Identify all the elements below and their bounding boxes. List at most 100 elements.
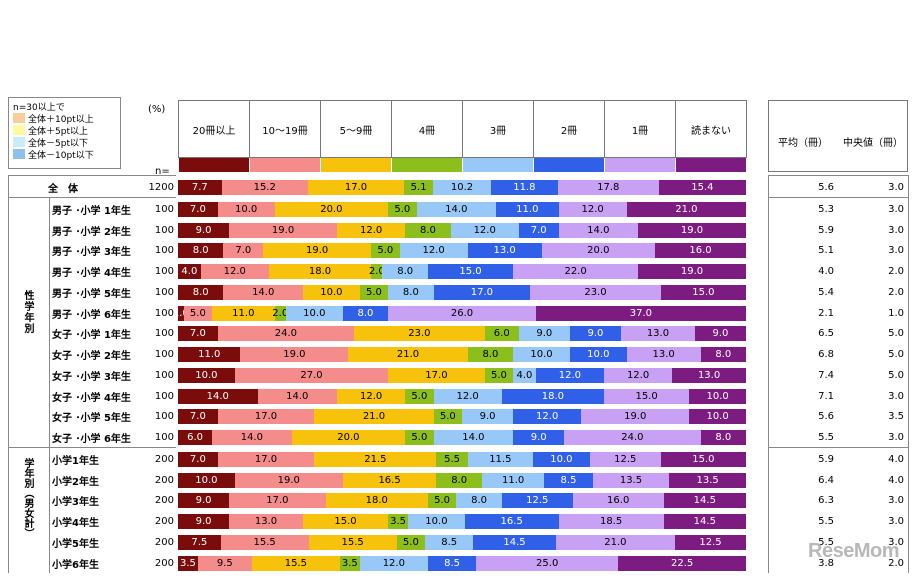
row-mean: 5.6 — [818, 181, 834, 193]
bar-segment: 37.0 — [535, 305, 746, 321]
bar-value-label: 9.0 — [195, 224, 212, 236]
bar-segment: 13.0 — [626, 347, 701, 363]
bar-value-label: 13.0 — [254, 516, 278, 528]
row-n: 100 — [154, 224, 174, 236]
n-label: n= — [155, 166, 170, 177]
bar-value-label: 15.5 — [284, 557, 307, 569]
row-median: 5.0 — [888, 349, 904, 361]
bar-value-label: 9.0 — [479, 411, 496, 423]
bar-value-label: 6.0 — [493, 328, 510, 340]
bar-segment: 17.0 — [307, 179, 405, 195]
bar-value-label: 15.5 — [341, 536, 364, 548]
bar-value-label: 14.5 — [693, 516, 716, 528]
stacked-bar: 6.0 14.0 20.0 5.0 14.0 9.0 24.0 8.0 — [178, 430, 746, 446]
bar-segment: 14.0 — [212, 430, 292, 446]
legend-swatch — [13, 137, 25, 147]
row-mean: 5.5 — [818, 536, 834, 548]
bar-segment: 5.0 — [405, 430, 434, 446]
bar-value-label: 12.0 — [359, 224, 383, 236]
bar-value-label: 14.0 — [445, 203, 468, 215]
row-mean: 5.9 — [818, 224, 834, 236]
bar-segment: 15.2 — [221, 179, 308, 195]
bar-value-label: 10.0 — [706, 411, 729, 423]
bar-segment: 9.0 — [694, 326, 746, 342]
bar-segment: 15.0 — [660, 284, 746, 300]
bar-value-label: 10.0 — [303, 307, 326, 319]
bar-value-label: 5.0 — [394, 203, 411, 215]
bar-segment: 7.0 — [178, 201, 218, 217]
bar-segment: 26.0 — [388, 305, 536, 321]
bar-segment: 10.0 — [689, 409, 746, 425]
row-n: 200 — [154, 495, 174, 507]
bar-segment: 25.0 — [476, 555, 619, 571]
bar-segment: 15.0 — [427, 264, 514, 280]
row-n: 100 — [154, 245, 174, 257]
bar-value-label: 5.1 — [410, 181, 427, 193]
bar-value-label: 11.0 — [516, 203, 539, 215]
row-label: 女子 ･小学 2年生 — [52, 351, 131, 363]
row-median: 3.0 — [888, 536, 904, 548]
bar-value-label: 8.0 — [451, 474, 468, 486]
stat-header: 中央値（冊） — [843, 138, 903, 149]
bar-value-label: 10.0 — [530, 349, 553, 361]
bar-value-label: 10.0 — [195, 474, 218, 486]
category-header: 1冊 — [604, 100, 676, 158]
bar-segment: 17.8 — [557, 179, 659, 195]
table-rule — [768, 197, 908, 198]
row-n: 200 — [154, 474, 174, 486]
bar-segment: 5.5 — [436, 451, 468, 467]
bar-segment: 12.0 — [513, 409, 582, 425]
bar-value-label: 14.5 — [503, 536, 526, 548]
bar-value-label: 14.0 — [587, 224, 610, 236]
bar-segment: 8.0 — [342, 305, 389, 321]
legend: n=30以上で 全体＋10pt以上 全体＋5pt以上 全体－5pt以下 全体－10pt… — [8, 97, 121, 169]
bar-value-label: 23.0 — [584, 286, 607, 298]
row-label: 男子 ･小学 6年生 — [52, 309, 131, 321]
stacked-bar: 9.0 19.0 12.0 8.0 12.0 7.0 14.0 19.0 — [178, 222, 746, 238]
bar-segment: 14.5 — [663, 514, 746, 530]
bar-segment: 12.0 — [535, 367, 604, 383]
bar-value-label: 16.5 — [500, 516, 523, 528]
bar-segment: 3.5 — [339, 555, 360, 571]
legend-item-label: 全体－10pt以下 — [28, 150, 94, 161]
legend-item: 全体－10pt以下 — [13, 148, 94, 161]
table-rule — [8, 175, 176, 176]
bar-segment: 20.0 — [541, 243, 656, 259]
bar-segment: 7.0 — [178, 451, 218, 467]
bar-value-label: 23.0 — [408, 328, 431, 340]
bar-segment: 20.0 — [274, 201, 389, 217]
stacked-bar: 10.0 19.0 16.5 8.0 11.0 8.5 13.5 13.5 — [178, 472, 746, 488]
row-label: 男子 ･小学 2年生 — [52, 226, 131, 238]
bar-value-label: 18.0 — [541, 390, 564, 402]
bar-segment: 8.0 — [178, 243, 224, 259]
bar-segment: 5.0 — [484, 367, 514, 383]
row-median: 3.5 — [888, 411, 904, 423]
bar-value-label: 12.0 — [422, 245, 445, 257]
bar-value-label: 37.0 — [629, 307, 653, 319]
category-header: 20冊以上 — [178, 100, 250, 158]
bar-value-label: 18.0 — [365, 495, 388, 507]
bar-segment: 8.0 — [388, 284, 434, 300]
bar-segment: 17.0 — [388, 367, 485, 383]
bar-segment: 19.0 — [240, 347, 349, 363]
bar-segment: 14.0 — [416, 201, 497, 217]
bar-segment: 14.0 — [558, 222, 639, 238]
row-median: 4.0 — [888, 453, 904, 465]
bar-segment: 5.1 — [404, 179, 434, 195]
bar-segment: 19.0 — [638, 222, 746, 238]
bar-value-label: 21.0 — [675, 203, 698, 215]
bar-value-label: 13.0 — [646, 328, 670, 340]
bar-segment: 19.0 — [263, 243, 372, 259]
stacked-bar: 8.0 7.0 19.0 5.0 12.0 13.0 20.0 16.0 — [178, 243, 746, 259]
bar-segment: 10.0 — [285, 305, 343, 321]
row-n: 200 — [154, 453, 174, 465]
row-median: 3.0 — [888, 203, 904, 215]
row-label: 男子 ･小学 5年生 — [52, 288, 131, 300]
bar-value-label: 19.0 — [283, 349, 306, 361]
bar-segment: 7.0 — [178, 326, 218, 342]
bar-value-label: 24.0 — [621, 432, 644, 444]
bar-value-label: 5.0 — [490, 369, 507, 381]
bar-segment: 13.5 — [592, 472, 670, 488]
bar-segment: 17.0 — [217, 409, 315, 425]
bar-segment: 21.0 — [626, 201, 746, 217]
